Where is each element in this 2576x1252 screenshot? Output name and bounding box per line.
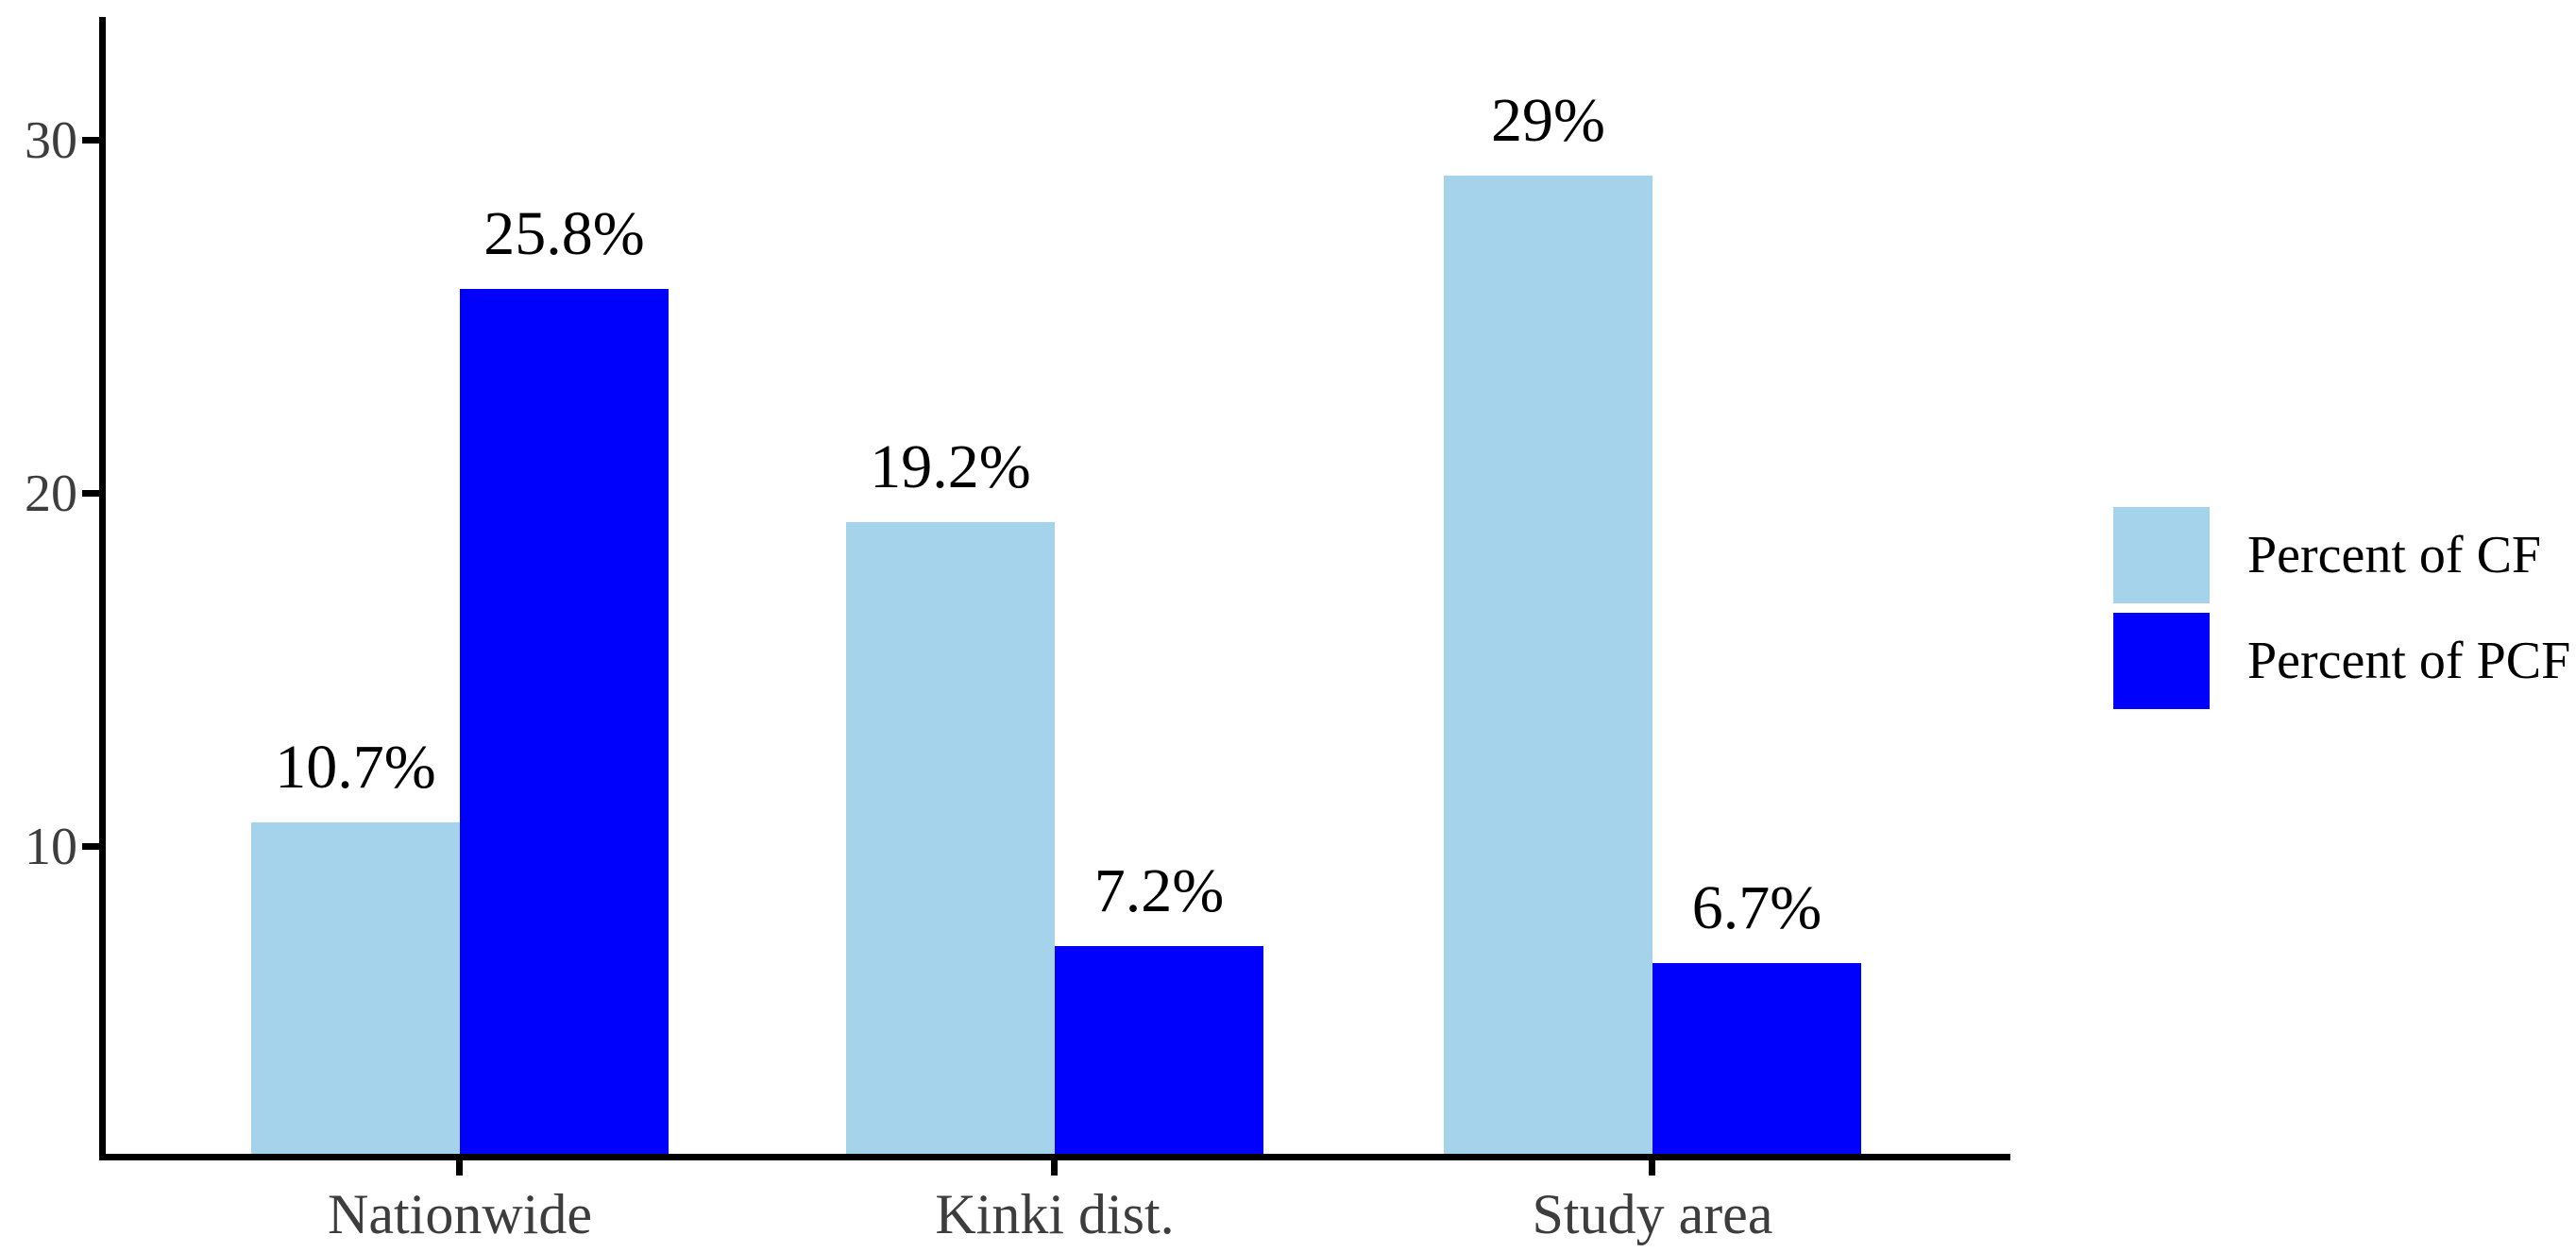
x-tick-label-kinki-dist: Kinki dist.: [935, 1183, 1175, 1245]
x-tick-study-area: [1649, 1160, 1655, 1176]
bars-layer: [251, 176, 1861, 1154]
bar-percent-of-cf-kinki-dist: [846, 521, 1055, 1154]
y-tick-30: [82, 137, 99, 144]
x-axis-line: [99, 1154, 2010, 1160]
y-axis-line: [99, 17, 106, 1160]
legend-swatch-pcf: [2113, 613, 2210, 709]
bar-value-label-percent-of-pcf-study-area: 6.7%: [1691, 873, 1822, 943]
y-tick-10: [82, 843, 99, 850]
y-tick-label-30: 30: [25, 111, 77, 170]
y-tick-label-10: 10: [25, 818, 77, 876]
bar-percent-of-pcf-nationwide: [460, 289, 669, 1154]
bar-value-label-percent-of-cf-kinki-dist: 19.2%: [870, 431, 1031, 501]
legend-swatch-cf: [2113, 507, 2210, 603]
y-tick-label-20: 20: [25, 465, 77, 523]
bar-value-label-percent-of-cf-nationwide: 10.7%: [275, 732, 436, 802]
y-tick-20: [82, 490, 99, 497]
legend-label-pcf: Percent of PCF: [2247, 632, 2571, 690]
bar-value-label-percent-of-cf-study-area: 29%: [1491, 86, 1605, 156]
bar-percent-of-cf-nationwide: [251, 821, 460, 1154]
x-tick-label-study-area: Study area: [1532, 1183, 1773, 1245]
bar-percent-of-pcf-kinki-dist: [1055, 945, 1263, 1154]
bar-value-label-percent-of-pcf-kinki-dist: 7.2%: [1093, 855, 1225, 925]
x-tick-label-nationwide: Nationwide: [328, 1183, 592, 1245]
bar-percent-of-cf-study-area: [1444, 176, 1652, 1154]
x-tick-kinki-dist: [1051, 1160, 1058, 1176]
bar-value-label-percent-of-pcf-nationwide: 25.8%: [483, 199, 645, 269]
bar-percent-of-pcf-study-area: [1652, 963, 1861, 1154]
x-tick-nationwide: [456, 1160, 463, 1176]
legend-label-cf: Percent of CF: [2247, 526, 2542, 584]
